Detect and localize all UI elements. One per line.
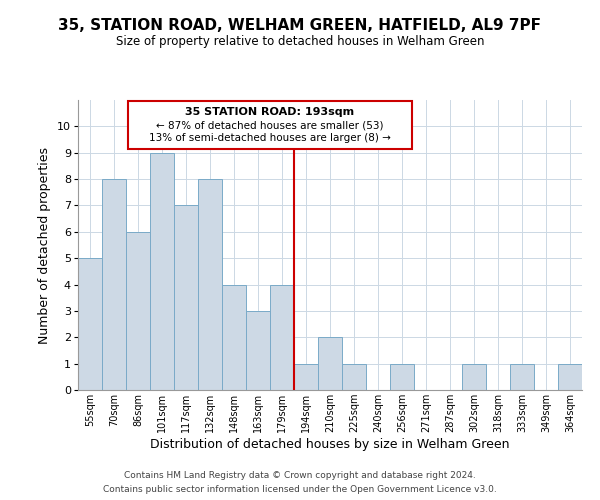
Bar bbox=[462, 364, 486, 390]
Bar bbox=[174, 206, 198, 390]
Y-axis label: Number of detached properties: Number of detached properties bbox=[38, 146, 52, 344]
Bar bbox=[510, 364, 534, 390]
Bar bbox=[318, 338, 342, 390]
Bar bbox=[126, 232, 150, 390]
FancyBboxPatch shape bbox=[128, 102, 412, 149]
Text: Size of property relative to detached houses in Welham Green: Size of property relative to detached ho… bbox=[116, 35, 484, 48]
Text: 35, STATION ROAD, WELHAM GREEN, HATFIELD, AL9 7PF: 35, STATION ROAD, WELHAM GREEN, HATFIELD… bbox=[59, 18, 542, 32]
Bar bbox=[102, 179, 126, 390]
Bar bbox=[246, 311, 270, 390]
Text: Contains HM Land Registry data © Crown copyright and database right 2024.: Contains HM Land Registry data © Crown c… bbox=[124, 472, 476, 480]
Bar bbox=[270, 284, 294, 390]
Bar bbox=[342, 364, 366, 390]
Bar bbox=[390, 364, 414, 390]
Bar bbox=[198, 179, 222, 390]
Text: 13% of semi-detached houses are larger (8) →: 13% of semi-detached houses are larger (… bbox=[149, 134, 391, 143]
X-axis label: Distribution of detached houses by size in Welham Green: Distribution of detached houses by size … bbox=[150, 438, 510, 451]
Text: ← 87% of detached houses are smaller (53): ← 87% of detached houses are smaller (53… bbox=[156, 120, 384, 130]
Bar bbox=[558, 364, 582, 390]
Bar bbox=[78, 258, 102, 390]
Bar bbox=[222, 284, 246, 390]
Text: 35 STATION ROAD: 193sqm: 35 STATION ROAD: 193sqm bbox=[185, 107, 355, 117]
Bar bbox=[150, 152, 174, 390]
Bar bbox=[294, 364, 318, 390]
Text: Contains public sector information licensed under the Open Government Licence v3: Contains public sector information licen… bbox=[103, 484, 497, 494]
